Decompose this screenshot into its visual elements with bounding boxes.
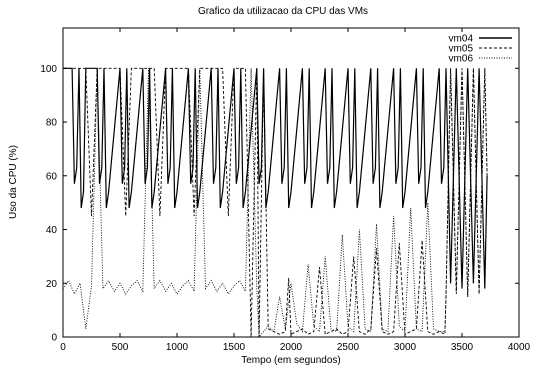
- y-tick-label: 40: [46, 225, 58, 236]
- y-tick-label: 80: [46, 118, 58, 129]
- x-tick-label: 1500: [223, 342, 246, 353]
- legend-label-vm05: vm05: [449, 44, 474, 55]
- x-tick-label: 4000: [508, 342, 531, 353]
- y-axis-label: Uso da CPU (%): [8, 145, 19, 219]
- series-lines: [62, 67, 488, 339]
- series-line-vm06: [62, 68, 488, 339]
- x-tick-label: 1000: [166, 342, 189, 353]
- y-tick-label: 20: [46, 279, 58, 290]
- x-axis-label: Tempo (em segundos): [241, 355, 341, 366]
- x-axis-ticks: 0 500 1000 1500 2000 2500 3000 3500 4000: [60, 28, 531, 353]
- x-tick-label: 2000: [280, 342, 303, 353]
- x-tick-label: 0: [60, 342, 66, 353]
- legend-label-vm04: vm04: [449, 34, 474, 45]
- x-tick-label: 500: [112, 342, 129, 353]
- series-line-vm05: [63, 67, 488, 338]
- y-tick-label: 60: [46, 171, 58, 182]
- x-tick-label: 2500: [337, 342, 360, 353]
- x-tick-label: 3500: [451, 342, 474, 353]
- x-tick-label: 3000: [394, 342, 417, 353]
- series-line-vm04: [63, 67, 488, 289]
- chart-title: Grafico da utilizacao da CPU das VMs: [198, 6, 368, 17]
- y-tick-label: 0: [51, 333, 57, 344]
- y-tick-label: 100: [40, 64, 57, 75]
- legend-label-vm06: vm06: [449, 54, 474, 65]
